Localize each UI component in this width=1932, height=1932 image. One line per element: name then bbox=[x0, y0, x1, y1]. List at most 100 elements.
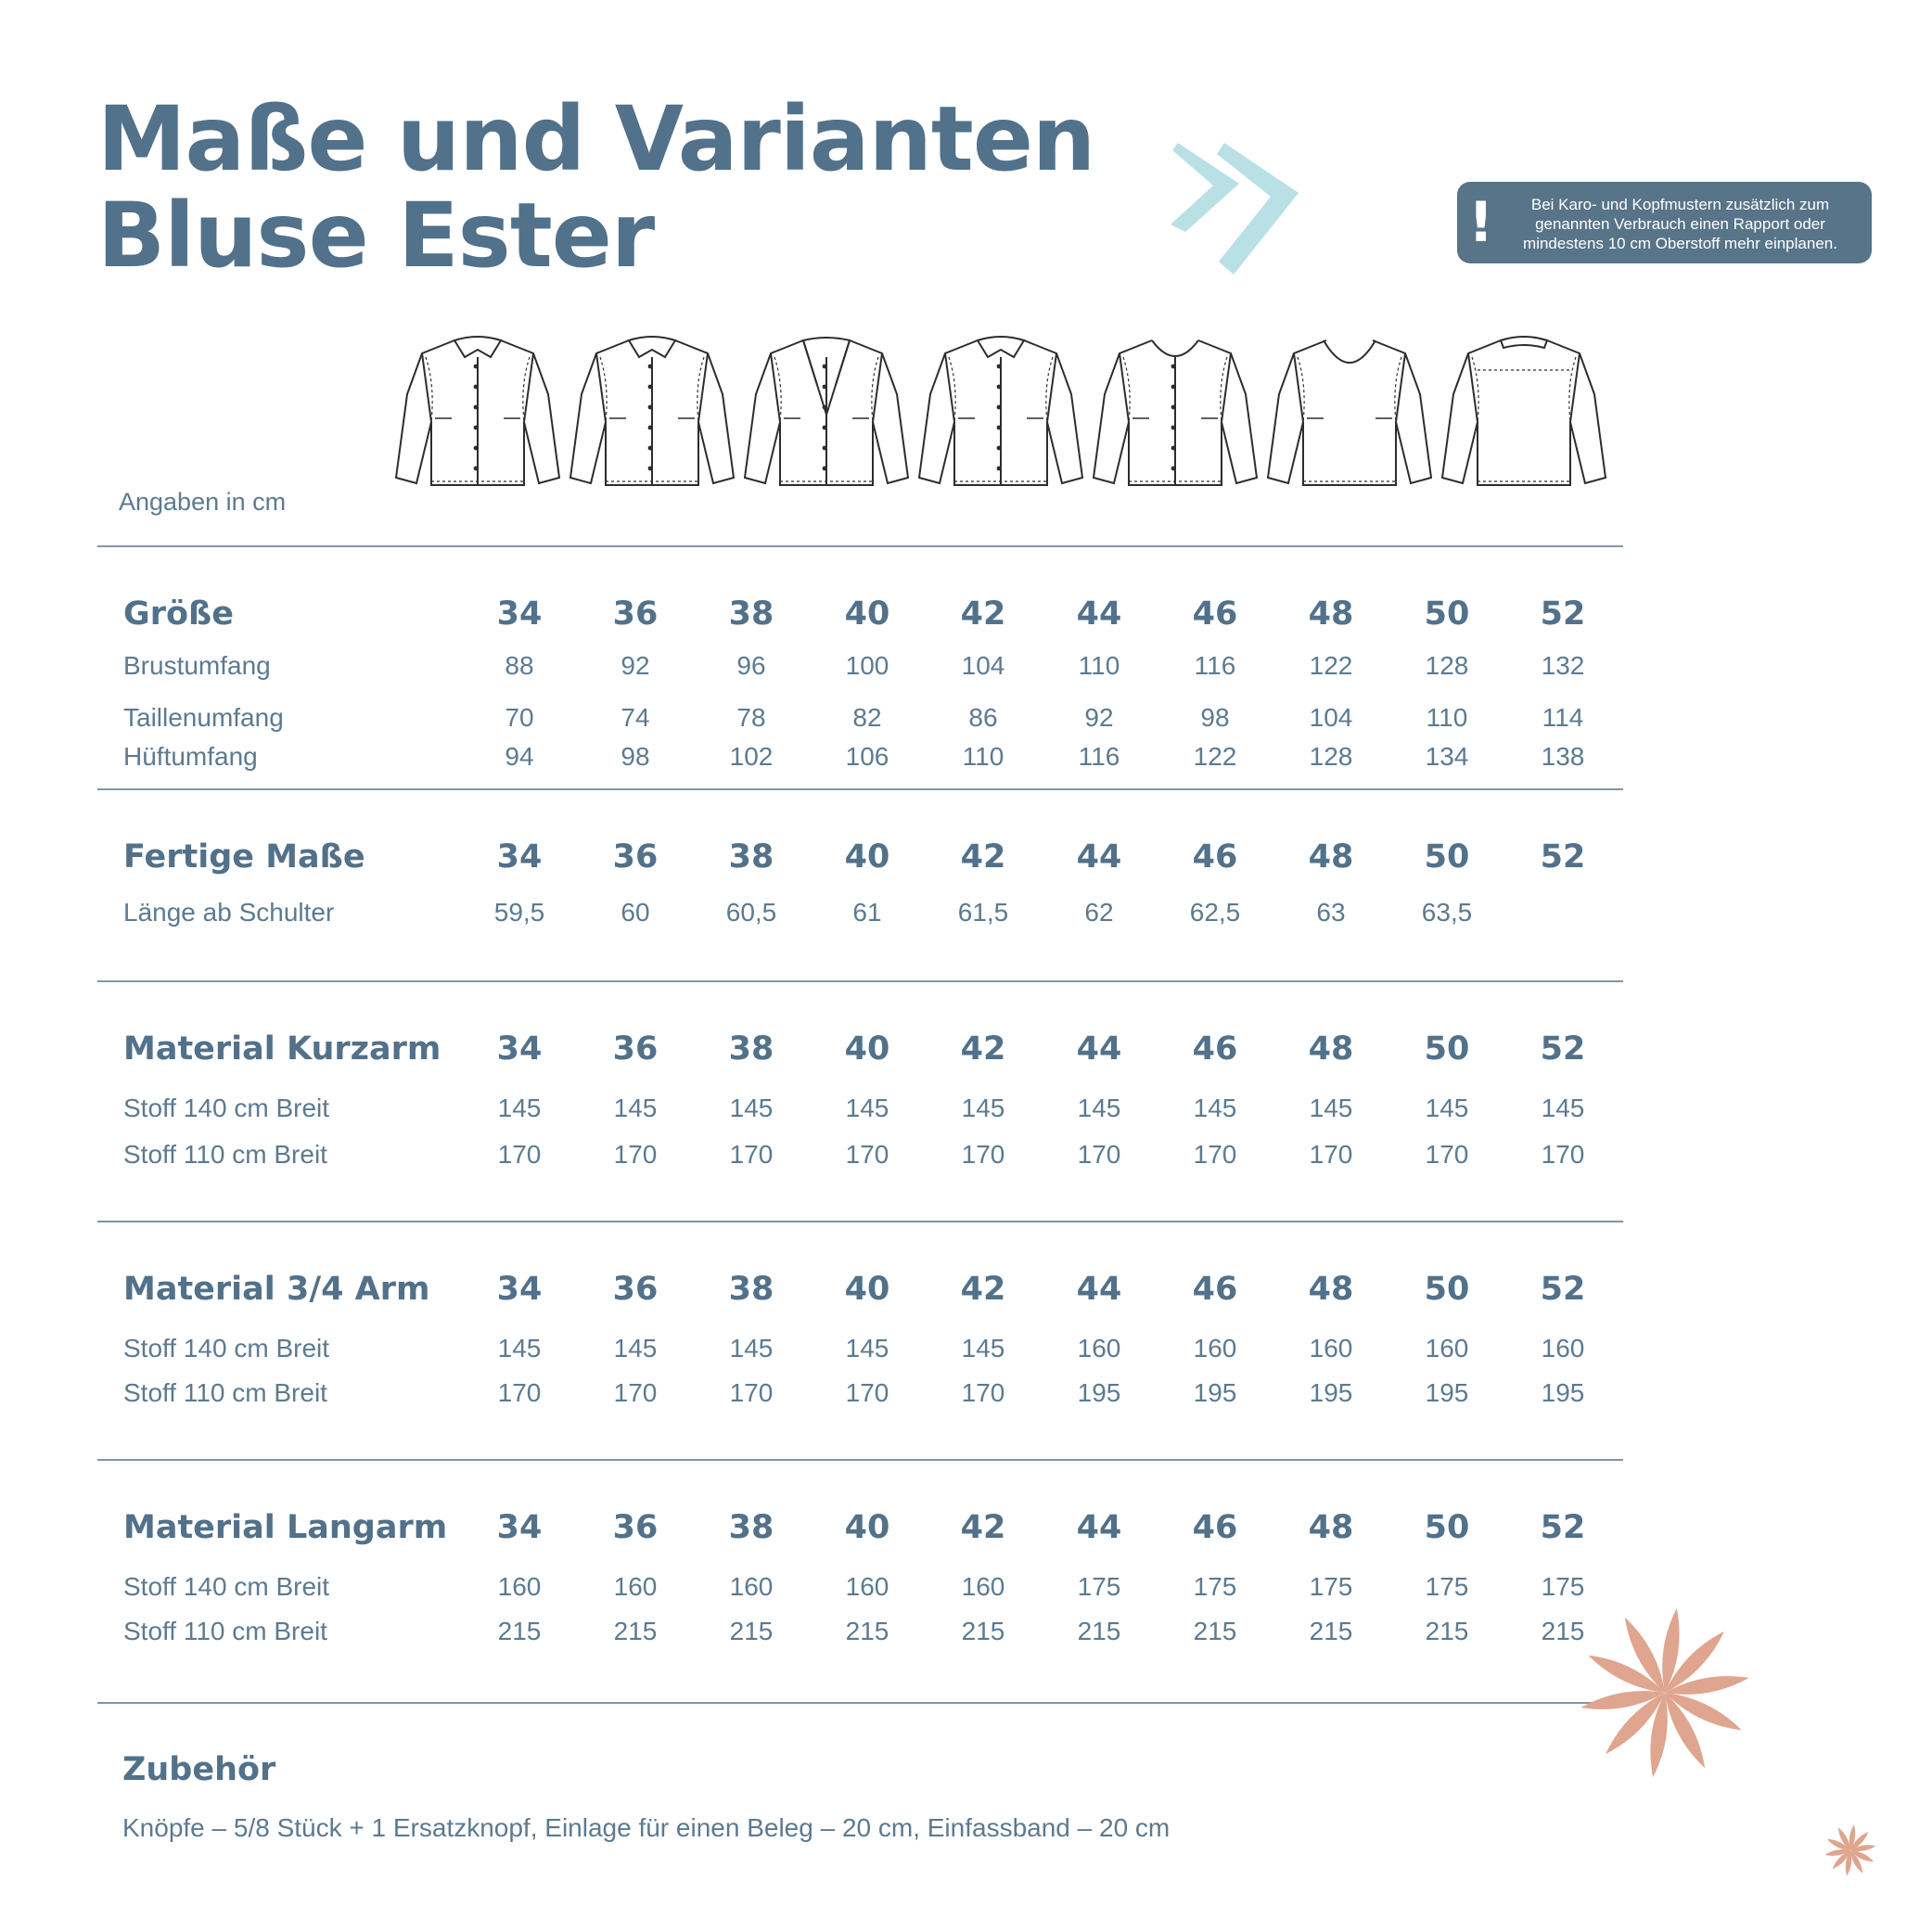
table-cell: 215 bbox=[1425, 1617, 1469, 1645]
table-cell: 160 bbox=[1077, 1334, 1121, 1363]
size-header-cell: 40 bbox=[844, 1509, 890, 1546]
table-row: Stoff 140 cm Breit 160 160 160 160 160 175 175 1… bbox=[97, 1572, 1623, 1609]
section-4: Material Langarm 34 36 38 40 42 44 46 48 50 52 Stof… bbox=[97, 1459, 1623, 1645]
section-title: Größe bbox=[123, 595, 234, 633]
table-cell: 170 bbox=[1541, 1140, 1585, 1169]
table-cell: 128 bbox=[1309, 742, 1353, 771]
size-header-cell: 46 bbox=[1192, 1509, 1238, 1546]
title-line-2: Bluse Ester bbox=[97, 184, 655, 288]
size-header-cell: 46 bbox=[1192, 1030, 1238, 1068]
accessories-title: Zubehör bbox=[122, 1751, 276, 1788]
table-row: Stoff 110 cm Breit 215 215 215 215 215 215 215 2… bbox=[97, 1617, 1623, 1654]
size-header-cell: 42 bbox=[960, 1509, 1006, 1546]
size-header-cell: 44 bbox=[1076, 1509, 1122, 1546]
table-cell: 215 bbox=[613, 1617, 658, 1645]
size-header-cell: 44 bbox=[1076, 838, 1122, 876]
table-cell: 195 bbox=[1541, 1378, 1585, 1407]
table-cell: 61 bbox=[852, 898, 882, 927]
table-cell: 170 bbox=[961, 1140, 1005, 1169]
size-header-cell: 34 bbox=[496, 1030, 543, 1068]
table-cell: 215 bbox=[1541, 1617, 1585, 1645]
table-cell: 160 bbox=[1425, 1334, 1469, 1363]
table-cell: 215 bbox=[1193, 1617, 1237, 1645]
table-cell: 195 bbox=[1425, 1378, 1469, 1407]
table-cell: 145 bbox=[1193, 1094, 1237, 1122]
section-1: Fertige Maße 34 36 38 40 42 44 46 48 50 52 Länge ab… bbox=[97, 788, 1623, 927]
section-2: Material Kurzarm 34 36 38 40 42 44 46 48 50 52 Stof… bbox=[97, 980, 1623, 1169]
section-title: Material Langarm bbox=[123, 1509, 448, 1546]
section-title: Material 3/4 Arm bbox=[123, 1271, 430, 1308]
accessories-text: Knöpfe – 5/8 Stück + 1 Ersatzknopf, Einl… bbox=[122, 1813, 1171, 1842]
table-cell: 215 bbox=[961, 1617, 1005, 1645]
table-cell: 195 bbox=[1309, 1378, 1353, 1407]
size-header-cell: 40 bbox=[844, 838, 890, 876]
size-header-cell: 42 bbox=[960, 1271, 1006, 1308]
table-cell: 106 bbox=[845, 742, 889, 771]
table-cell: 70 bbox=[505, 703, 534, 732]
row-label: Länge ab Schulter bbox=[123, 898, 335, 927]
table-row: Stoff 110 cm Breit 170 170 170 170 170 195 195 1… bbox=[97, 1378, 1623, 1415]
row-label: Hüftumfang bbox=[123, 742, 258, 771]
notice-text: Bei Karo- und Kopfmustern zusätzlich zum… bbox=[1523, 196, 1837, 252]
table-cell: 145 bbox=[729, 1334, 774, 1363]
table-row: Taillenumfang 70 74 78 82 86 92 98 104 110 114 bbox=[97, 703, 1623, 740]
table-cell: 59,5 bbox=[493, 898, 545, 927]
section-header-row: Material 3/4 Arm 34 36 38 40 42 44 46 48 50 52 bbox=[97, 1271, 1623, 1308]
row-label: Stoff 110 cm Breit bbox=[123, 1140, 327, 1169]
garment-variants bbox=[394, 336, 1607, 486]
table-cell: 61,5 bbox=[957, 898, 1009, 927]
size-header-cell: 34 bbox=[496, 595, 543, 633]
size-header-cell: 48 bbox=[1308, 1030, 1354, 1068]
table-cell: 116 bbox=[1194, 651, 1236, 680]
table-cell: 195 bbox=[1077, 1378, 1121, 1407]
table-cell: 104 bbox=[1309, 703, 1353, 732]
page-title: Maße und Varianten Bluse Ester bbox=[97, 91, 1095, 288]
table-cell: 60,5 bbox=[725, 898, 777, 927]
notice-box: ! Bei Karo- und Kopfmustern zusätzlich z… bbox=[1457, 182, 1872, 263]
size-header-cell: 48 bbox=[1308, 595, 1354, 633]
table-cell: 175 bbox=[1193, 1572, 1237, 1601]
size-header-cell: 46 bbox=[1192, 595, 1238, 633]
size-header-cell: 50 bbox=[1424, 1271, 1470, 1308]
size-header-cell: 52 bbox=[1540, 1271, 1586, 1308]
table-cell: 122 bbox=[1309, 651, 1353, 680]
section-header-row: Material Kurzarm 34 36 38 40 42 44 46 48 50 52 bbox=[97, 1030, 1623, 1068]
table-cell: 63 bbox=[1316, 898, 1346, 927]
table-cell: 170 bbox=[1193, 1140, 1237, 1169]
table-cell: 145 bbox=[1425, 1094, 1469, 1122]
table-cell: 215 bbox=[1309, 1617, 1353, 1645]
size-header-cell: 48 bbox=[1308, 838, 1354, 876]
blouse-lapel-collar-icon bbox=[743, 337, 910, 486]
section-header-row: Größe 34 36 38 40 42 44 46 48 50 52 bbox=[97, 595, 1623, 633]
size-header-cell: 40 bbox=[844, 1271, 890, 1308]
size-header-cell: 46 bbox=[1192, 838, 1238, 876]
size-header-cell: 50 bbox=[1424, 838, 1470, 876]
table-cell: 175 bbox=[1541, 1572, 1585, 1601]
blouse-back-view-icon bbox=[1440, 336, 1607, 486]
table-cell: 215 bbox=[1077, 1617, 1121, 1645]
table-cell: 92 bbox=[621, 651, 650, 680]
table-cell: 145 bbox=[613, 1094, 658, 1122]
table-cell: 116 bbox=[1078, 742, 1120, 771]
size-header-cell: 50 bbox=[1424, 1509, 1470, 1546]
table-cell: 170 bbox=[497, 1378, 542, 1407]
size-header-cell: 48 bbox=[1308, 1271, 1354, 1308]
table-row: Länge ab Schulter 59,5 60 60,5 61 61,5 62 62,5 6… bbox=[97, 898, 1623, 935]
table-cell: 145 bbox=[845, 1334, 889, 1363]
table-cell: 145 bbox=[729, 1094, 774, 1122]
table-cell: 145 bbox=[961, 1094, 1005, 1122]
table-cell: 145 bbox=[497, 1094, 542, 1122]
size-header-cell: 38 bbox=[728, 1030, 774, 1068]
table-cell: 145 bbox=[1541, 1094, 1585, 1122]
row-label: Stoff 140 cm Breit bbox=[123, 1094, 330, 1122]
table-cell: 215 bbox=[845, 1617, 889, 1645]
table-cell: 78 bbox=[736, 703, 766, 732]
blouse-v-neck-icon bbox=[1266, 339, 1433, 486]
size-header-cell: 36 bbox=[612, 1509, 659, 1546]
table-row: Stoff 110 cm Breit 170 170 170 170 170 170 170 1… bbox=[97, 1140, 1623, 1177]
table-cell: 82 bbox=[852, 703, 882, 732]
table-cell: 122 bbox=[1193, 742, 1237, 771]
table-cell: 145 bbox=[1077, 1094, 1121, 1122]
table-cell: 160 bbox=[729, 1572, 774, 1601]
size-header-cell: 34 bbox=[496, 838, 543, 876]
